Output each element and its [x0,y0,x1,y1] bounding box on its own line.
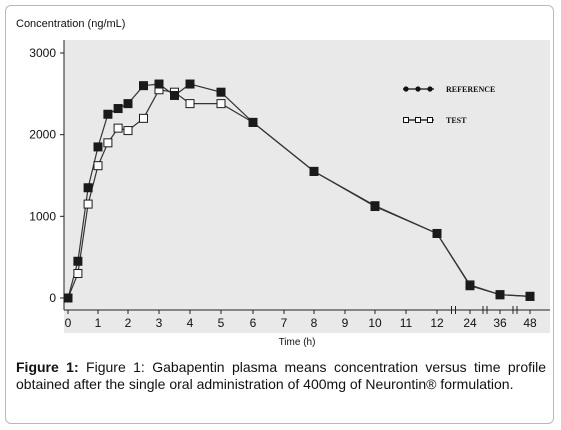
data-point-reference [185,79,195,89]
x-tick-label: 5 [218,316,225,330]
legend-marker [427,117,433,123]
data-point-reference [465,281,475,291]
y-tick-label: 2000 [29,128,56,142]
legend-marker [403,86,409,92]
x-tick-label: 7 [281,316,288,330]
data-point-reference [154,79,164,89]
y-tick-label: 3000 [29,46,56,60]
caption-text: Figure 1: Gabapentin plasma means concen… [16,359,547,392]
data-point-reference [93,142,103,152]
y-tick-label: 0 [49,291,56,305]
x-tick-label: 8 [311,316,318,330]
data-point-reference [216,87,226,97]
x-tick-label: 36 [493,316,507,330]
data-point-reference [309,166,319,176]
x-tick-label: 9 [342,316,349,330]
x-axis-label: Time (h) [279,337,316,348]
data-point-reference [103,109,113,119]
data-point-reference [139,81,148,91]
x-tick-label: 1 [95,316,102,330]
plot-background [64,40,550,333]
data-point-test [139,113,148,123]
legend-label: TEST [446,116,467,125]
legend-label: REFERENCE [446,85,495,94]
data-point-test [93,161,103,171]
data-point-reference [432,228,442,238]
x-tick-label: 0 [65,316,72,330]
legend-marker [415,86,421,92]
data-point-test [83,199,93,209]
caption-label: Figure 1: [16,359,79,375]
legend-item-reference: REFERENCE [403,85,495,94]
series-markers [63,79,535,303]
data-point-reference [123,99,133,109]
y-tick-label: 1000 [29,209,56,223]
legend-marker [427,86,433,92]
y-axis-label: Concentration (ng/mL) [16,18,126,30]
data-point-reference [495,290,505,300]
data-point-test [216,99,226,109]
data-point-test [113,123,123,133]
x-tick-label: 6 [250,316,257,330]
data-point-test [73,269,83,278]
x-tick-label: 24 [463,316,477,330]
data-point-reference [525,291,535,301]
data-point-reference [73,256,83,266]
x-tick-label: 2 [125,316,132,330]
legend-marker [415,117,421,123]
figure-caption: Figure 1: Figure 1: Gabapentin plasma me… [16,359,546,393]
x-tick-label: 12 [430,316,444,330]
x-tick-label: 3 [156,316,163,330]
data-point-test [103,138,113,148]
x-tick-label: 4 [187,316,194,330]
data-point-reference [83,183,93,193]
legend: REFERENCE TEST [403,85,495,125]
data-point-test [185,99,195,109]
x-tick-label: 48 [523,316,537,330]
data-point-reference [248,117,258,127]
data-point-reference [63,293,73,303]
data-point-test [123,126,133,136]
data-point-reference [170,90,179,100]
data-point-reference [113,104,123,114]
legend-item-test: TEST [403,116,467,125]
legend-marker [403,117,409,123]
x-tick-label: 11 [400,316,413,330]
data-point-reference [370,201,380,211]
x-tick-label: 10 [368,316,382,330]
